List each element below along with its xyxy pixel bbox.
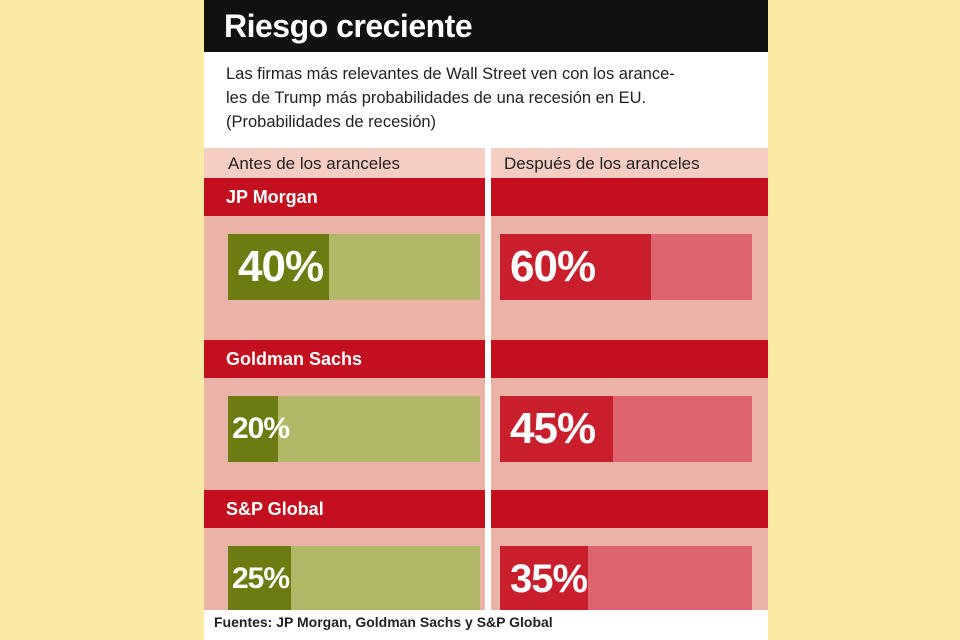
bar-after [500, 396, 613, 462]
bar-track-after: 60% [500, 234, 752, 300]
column-divider [485, 148, 491, 610]
bar-track-before: 40% [228, 234, 480, 300]
chart-panel: Riesgo creciente Las firmas más relevant… [204, 0, 768, 640]
bar-value-label: 40% [238, 242, 324, 291]
column-header-before: Antes de los aranceles [228, 154, 400, 173]
bar-value-label: 35% [510, 557, 588, 601]
bar-track-before: 20% [228, 396, 480, 462]
company-label: S&P Global [226, 499, 324, 519]
subtitle-line: les de Trump más probabilidades de una r… [226, 89, 647, 107]
company-label: JP Morgan [226, 187, 318, 207]
bar-after [500, 234, 651, 300]
bar-value-label: 60% [510, 242, 596, 291]
bar-before [228, 546, 291, 612]
chart-title: Riesgo creciente [204, 0, 768, 52]
chart-subtitle: Las firmas más relevantes de Wall Street… [204, 52, 768, 148]
bar-value-label: 25% [232, 562, 290, 595]
bar-before [228, 396, 278, 462]
bar-track-after: 35% [500, 546, 752, 612]
column-header-after: Después de los aranceles [504, 154, 700, 173]
bar-after [500, 546, 588, 612]
bar-track-before: 25% [228, 546, 480, 612]
bar-value-label: 20% [232, 412, 290, 445]
company-label: Goldman Sachs [226, 349, 363, 369]
subtitle-line: Las firmas más relevantes de Wall Street… [226, 65, 675, 83]
subtitle-note: (Probabilidades de recesión) [226, 113, 437, 131]
bar-value-label: 45% [510, 404, 596, 453]
bar-before [228, 234, 329, 300]
sources-note: Fuentes: JP Morgan, Goldman Sachs y S&P … [204, 610, 768, 640]
bar-track-after: 45% [500, 396, 752, 462]
